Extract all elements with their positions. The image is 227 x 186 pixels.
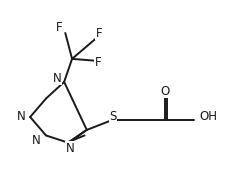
- Text: F: F: [56, 21, 63, 34]
- Text: N: N: [31, 134, 40, 147]
- Text: N: N: [17, 110, 25, 124]
- Text: F: F: [94, 56, 101, 69]
- Text: N: N: [53, 72, 62, 85]
- Text: S: S: [109, 110, 116, 123]
- Text: F: F: [96, 26, 102, 39]
- Text: O: O: [160, 85, 169, 98]
- Text: OH: OH: [198, 110, 216, 123]
- Text: N: N: [65, 142, 74, 155]
